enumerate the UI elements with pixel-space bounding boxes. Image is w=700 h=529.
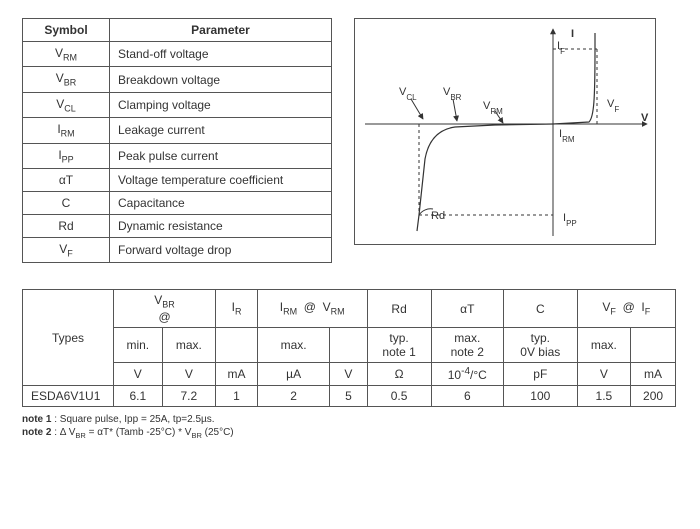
spec-col-unit: µA — [257, 362, 329, 385]
note2-label: note 2 — [22, 427, 51, 438]
spec-col-sub — [631, 327, 676, 362]
svg-text:IRM: IRM — [559, 128, 575, 144]
note1-label: note 1 — [22, 414, 51, 425]
symbol-cell: αT — [23, 168, 110, 191]
spec-col-sub: max. — [577, 327, 630, 362]
parameter-cell: Voltage temperature coefficient — [110, 168, 332, 191]
note2-text: : Δ VBR = αT* (Tamb -25°C) * VBR (25°C) — [54, 427, 233, 438]
svg-text:VRM: VRM — [483, 100, 503, 116]
type-cell: ESDA6V1U1 — [23, 385, 114, 406]
table-row: RdDynamic resistance — [23, 214, 332, 237]
symbol-parameter-table: Symbol Parameter VRMStand-off voltageVBR… — [22, 18, 332, 263]
spec-col-head: VF @ IF — [577, 290, 675, 327]
spec-col-head: IRM @ VRM — [257, 290, 367, 327]
spec-col-sub — [330, 327, 367, 362]
spec-col-head: C — [503, 290, 577, 327]
col-symbol: Symbol — [23, 19, 110, 42]
value-cell: 1.5 — [577, 385, 630, 406]
symbol-cell: IRM — [23, 118, 110, 143]
parameter-cell: Forward voltage drop — [110, 237, 332, 262]
parameter-cell: Dynamic resistance — [110, 214, 332, 237]
parameter-cell: Stand-off voltage — [110, 42, 332, 67]
spec-col-unit: V — [577, 362, 630, 385]
table-row: VRMStand-off voltage — [23, 42, 332, 67]
value-cell: 5 — [330, 385, 367, 406]
value-cell: 6.1 — [114, 385, 163, 406]
value-cell: 7.2 — [162, 385, 215, 406]
symbol-cell: VCL — [23, 92, 110, 117]
parameter-cell: Breakdown voltage — [110, 67, 332, 92]
specs-table: TypesVBR@IRIRM @ VRMRdαTCVF @ IFmin.max.… — [22, 289, 676, 406]
table-row: VCLClamping voltage — [23, 92, 332, 117]
table-row: IPPPeak pulse current — [23, 143, 332, 168]
parameter-cell: Peak pulse current — [110, 143, 332, 168]
spec-col-unit: 10-4/°C — [431, 362, 503, 385]
parameter-cell: Clamping voltage — [110, 92, 332, 117]
svg-text:VCL: VCL — [399, 86, 417, 102]
spec-col-sub — [216, 327, 258, 362]
table-row: IRMLeakage current — [23, 118, 332, 143]
spec-col-unit: V — [330, 362, 367, 385]
spec-col-unit: Ω — [367, 362, 431, 385]
value-cell: 2 — [257, 385, 329, 406]
table-row: VFForward voltage drop — [23, 237, 332, 262]
svg-text:Rd: Rd — [431, 210, 445, 222]
value-cell: 1 — [216, 385, 258, 406]
spec-col-head: VBR@ — [114, 290, 216, 327]
spec-col-unit: V — [162, 362, 215, 385]
symbol-cell: IPP — [23, 143, 110, 168]
note1-text: : Square pulse, Ipp = 25A, tp=2.5µs. — [54, 414, 214, 425]
value-cell: 100 — [503, 385, 577, 406]
symbol-cell: C — [23, 191, 110, 214]
spec-col-unit: pF — [503, 362, 577, 385]
svg-text:I: I — [571, 28, 574, 40]
symbol-cell: VBR — [23, 67, 110, 92]
spec-col-sub: typ.note 1 — [367, 327, 431, 362]
spec-col-sub: max. — [162, 327, 215, 362]
table-row: ESDA6V1U16.17.21250.561001.5200 — [23, 385, 676, 406]
iv-curve-diagram: I IF V VF VCL VBR VRM IRM IPP Rd — [354, 18, 656, 245]
svg-text:IF: IF — [557, 40, 565, 56]
svg-text:VBR: VBR — [443, 86, 462, 102]
spec-col-sub: max.note 2 — [431, 327, 503, 362]
symbol-cell: VF — [23, 237, 110, 262]
symbol-cell: Rd — [23, 214, 110, 237]
svg-text:VF: VF — [607, 98, 619, 114]
svg-text:IPP: IPP — [563, 212, 577, 228]
notes: note 1 : Square pulse, Ipp = 25A, tp=2.5… — [22, 413, 678, 441]
spec-col-unit: mA — [216, 362, 258, 385]
value-cell: 200 — [631, 385, 676, 406]
svg-text:V: V — [641, 112, 649, 124]
symbol-cell: VRM — [23, 42, 110, 67]
spec-col-head: Rd — [367, 290, 431, 327]
spec-col-unit: V — [114, 362, 163, 385]
spec-col-sub: typ.0V bias — [503, 327, 577, 362]
col-parameter: Parameter — [110, 19, 332, 42]
value-cell: 6 — [431, 385, 503, 406]
spec-col-head: αT — [431, 290, 503, 327]
parameter-cell: Capacitance — [110, 191, 332, 214]
spec-col-sub: min. — [114, 327, 163, 362]
parameter-cell: Leakage current — [110, 118, 332, 143]
table-row: CCapacitance — [23, 191, 332, 214]
col-types: Types — [23, 290, 114, 385]
spec-col-unit: mA — [631, 362, 676, 385]
table-row: αTVoltage temperature coefficient — [23, 168, 332, 191]
spec-col-sub: max. — [257, 327, 329, 362]
spec-col-head: IR — [216, 290, 258, 327]
table-row: VBRBreakdown voltage — [23, 67, 332, 92]
value-cell: 0.5 — [367, 385, 431, 406]
